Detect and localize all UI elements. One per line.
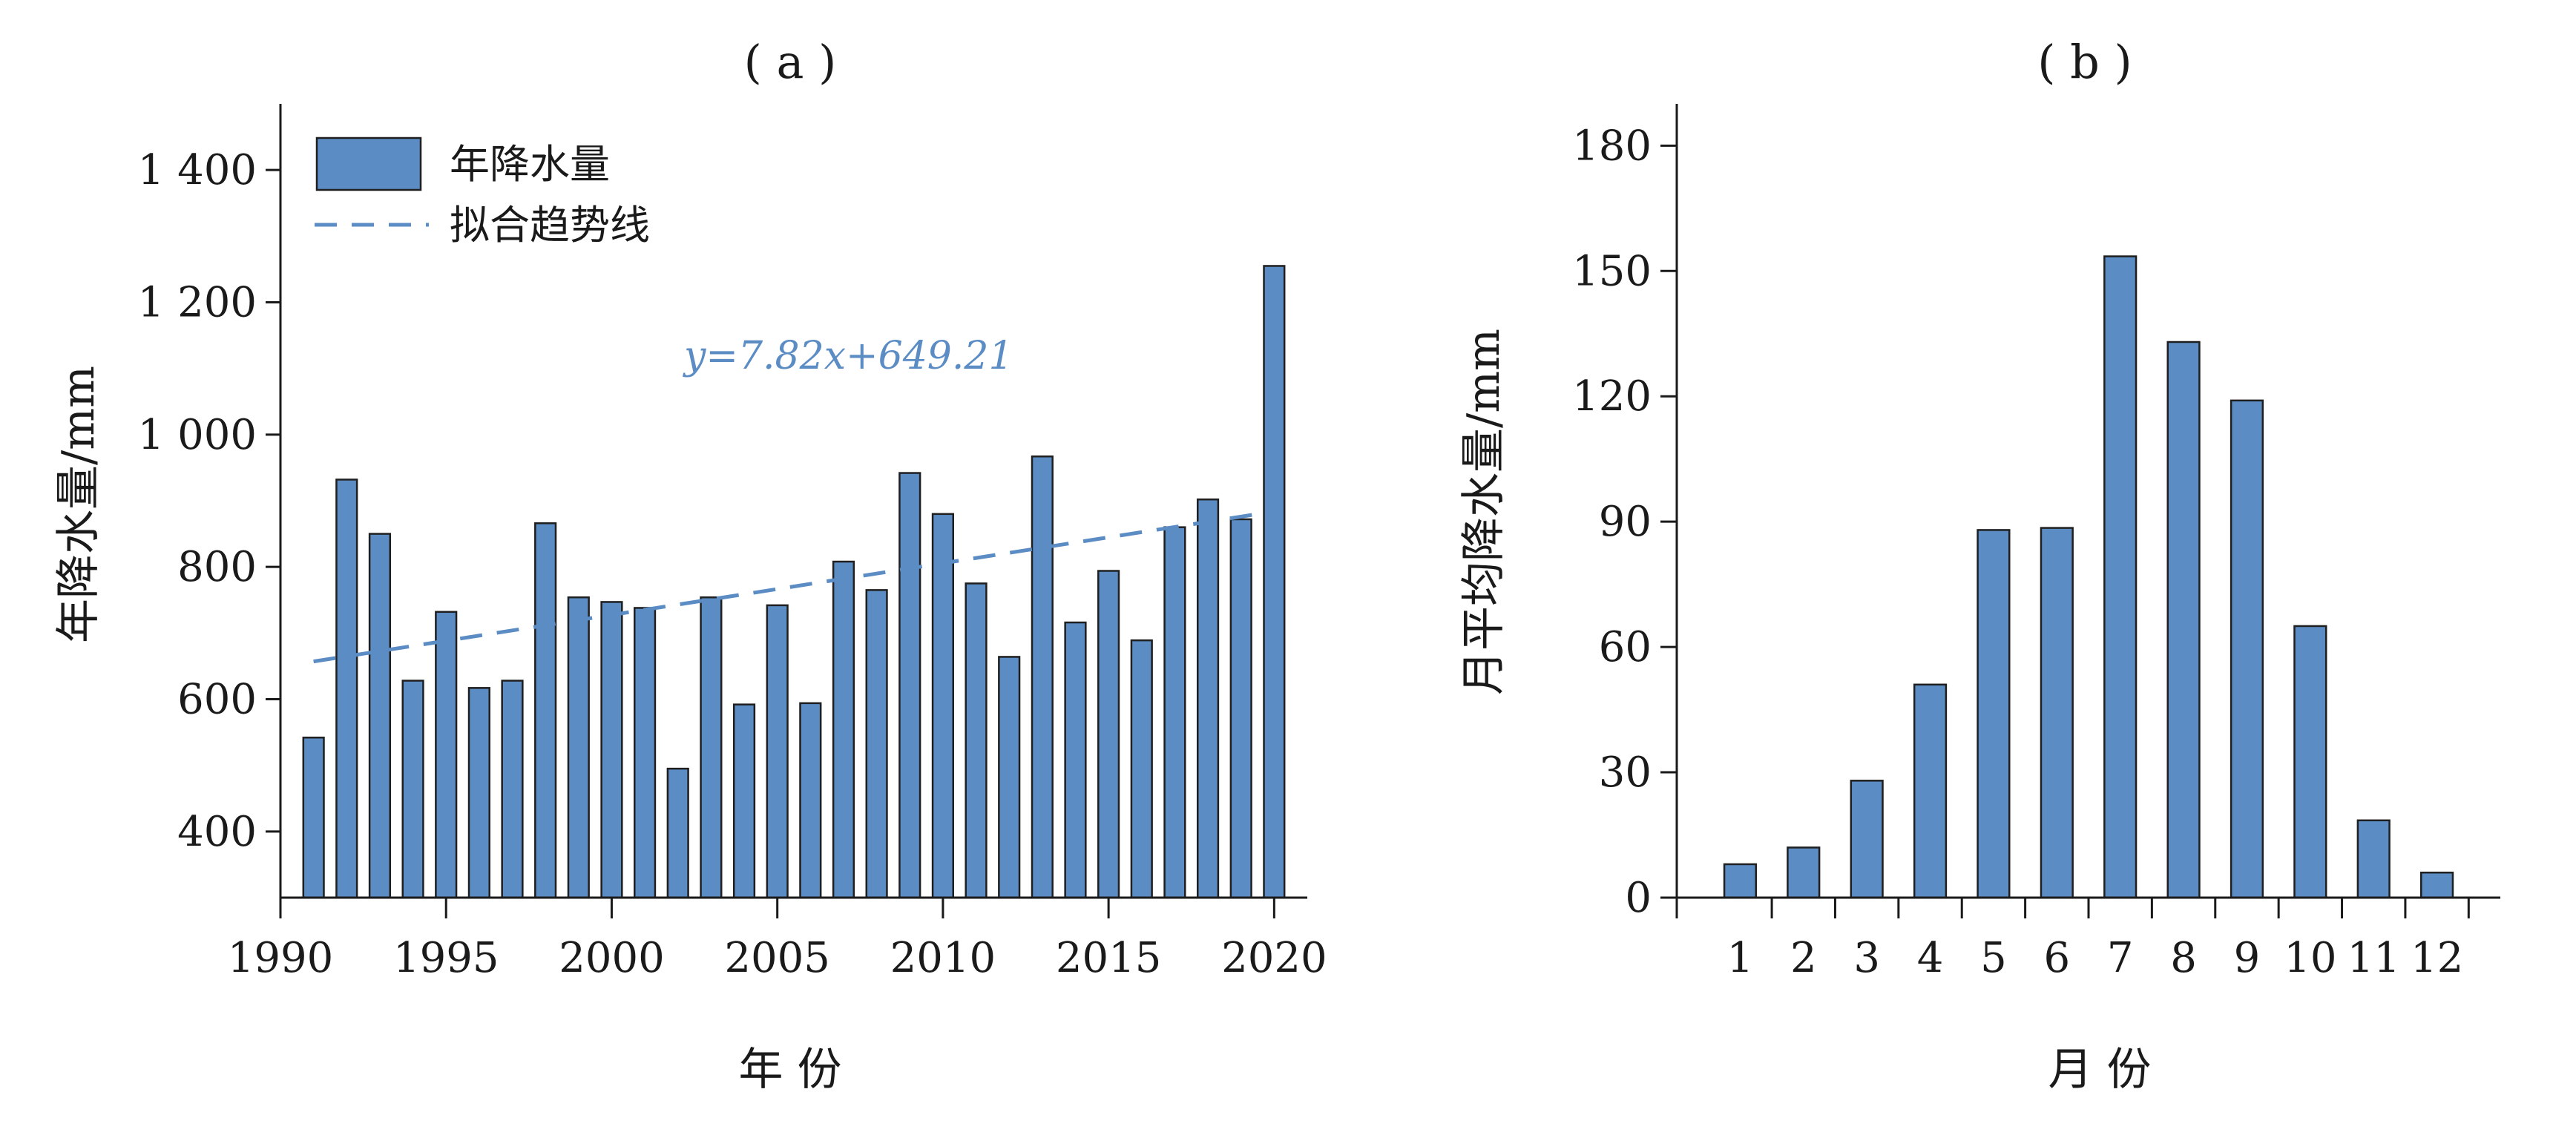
panel-b-y-tick-label: 30 [1599,749,1652,797]
bar-month-4 [1913,683,1948,899]
panel-b-title: ( b ) [2037,35,2132,89]
bar-1997 [501,680,524,899]
bar-month-10 [2293,625,2327,899]
panel-a-x-tick-label: 2020 [1221,934,1327,982]
bar-2016 [1130,639,1153,899]
legend: 年降水量 拟合趋势线 [315,137,650,249]
panel-b-y-tick-label: 60 [1599,623,1652,671]
panel-b-y-tick-label: 0 [1625,874,1652,922]
panel-a-x-tick-label: 1990 [228,934,334,982]
panel-b-y-tick-label: 120 [1572,372,1652,421]
bar-month-2 [1787,846,1821,899]
bar-2002 [666,767,689,899]
trend-line [313,509,1275,664]
panel-b-y-tick-label: 180 [1572,122,1652,170]
bar-2020 [1263,265,1286,899]
panel-a-title: ( a ) [744,35,837,89]
panel-a-x-tick-label: 2005 [724,934,830,982]
bar-2018 [1196,498,1220,899]
panel-a-y-tick-label: 600 [177,676,257,724]
bar-month-7 [2103,255,2138,899]
legend-trend-label: 拟合趋势线 [450,202,650,249]
panel-a-x-tick-label: 2000 [559,934,665,982]
bar-2007 [832,560,855,899]
panel-a-x-tick-label: 2015 [1056,934,1162,982]
panel-a-bars [302,265,1286,899]
bar-2001 [634,607,657,899]
bar-2005 [766,604,789,899]
panel-a-y-tick-label: 1 000 [138,411,257,459]
bar-2011 [965,582,988,899]
bar-month-11 [2356,819,2391,899]
panel-b-x-tick-label: 6 [2043,934,2070,982]
panel-b-x-tick-label: 3 [1853,934,1880,982]
panel-b-bars [1723,255,2454,899]
panel-b-x-tick-label: 2 [1790,934,1817,982]
bar-month-6 [2040,527,2074,899]
panel-a-y-tick-label: 1 200 [138,279,257,327]
panel-b-x-tick-label: 12 [2411,934,2463,982]
panel-a-y-axis-title: 年降水量/mm [53,366,105,643]
panel-b-y-tick-label: 90 [1599,498,1652,546]
panel-b-x-axis-title: 月 份 [2048,1044,2151,1096]
bar-2013 [1031,455,1054,899]
bar-1993 [368,533,392,899]
bar-2008 [865,589,888,899]
bar-1999 [567,596,590,899]
panel-b-x-tick-label: 4 [1917,934,1944,982]
panel-b-x-tick-label: 9 [2234,934,2261,982]
bar-1995 [435,611,458,899]
bar-month-1 [1723,863,1757,899]
panel-b-x-tick-label: 7 [2107,934,2134,982]
bar-2017 [1163,526,1186,899]
panel-b-x-tick-label: 1 [1727,934,1754,982]
panel-a-x-tick-label: 1995 [393,934,499,982]
panel-a-y-tick-label: 400 [177,808,257,856]
bar-2003 [700,596,723,899]
panel-b-y-axis-title: 月平均降水量/mm [1458,329,1510,695]
bar-month-5 [1977,529,2011,899]
bar-1998 [534,522,557,899]
panel-a-y-tick-label: 800 [177,543,257,591]
legend-bar-label: 年降水量 [450,141,610,188]
bar-2006 [799,702,822,899]
bar-2019 [1229,518,1252,899]
panel-b-x-tick-label: 11 [2347,934,2400,982]
bar-month-8 [2166,341,2201,899]
bar-1994 [401,680,424,899]
bar-2015 [1097,570,1120,899]
bar-2009 [898,472,921,899]
bar-1992 [335,478,358,899]
bar-month-9 [2230,399,2264,899]
bar-2004 [732,703,756,899]
panel-a-axes: 400 600 800 1 000 1 200 1 400 1990 1995 2000 2005… [138,104,1327,982]
trend-equation: y=7.82x+649.21 [683,334,1013,378]
bar-2000 [600,601,623,899]
bar-month-3 [1850,780,1884,899]
panel-b-y-tick-label: 150 [1572,247,1652,295]
legend-bar-swatch [315,137,422,191]
panel-b-x-tick-label: 5 [1980,934,2007,982]
panel-a-annual-precipitation-chart: ( a ) 400 600 800 1 000 1 200 1 400 1990 1995 20… [53,35,1327,1096]
bar-2014 [1064,621,1087,899]
panel-b-x-tick-label: 10 [2284,934,2336,982]
bar-month-12 [2420,871,2454,899]
bar-1991 [302,736,325,899]
panel-a-x-tick-label: 2010 [890,934,996,982]
panel-a-y-tick-label: 1 400 [138,146,257,194]
bar-2010 [931,513,954,899]
bar-1996 [467,687,490,899]
bar-2012 [998,656,1021,899]
panel-a-x-axis-title: 年 份 [738,1044,841,1096]
panel-b-x-tick-label: 8 [2170,934,2197,982]
